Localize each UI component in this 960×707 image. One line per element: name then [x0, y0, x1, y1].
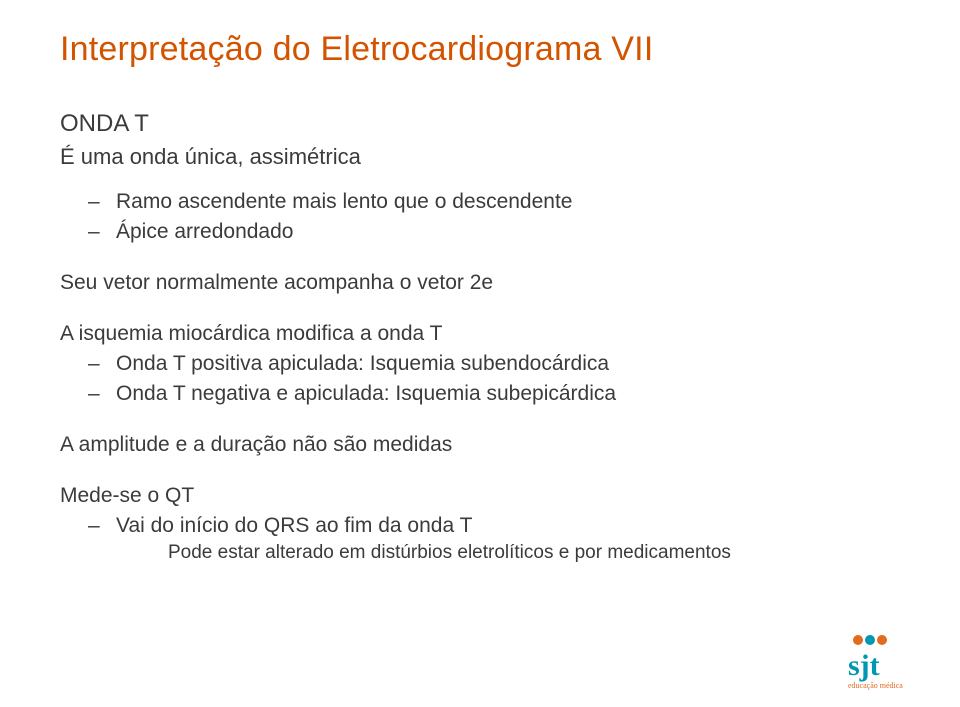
slide-title: Interpretação do Eletrocardiograma VII: [60, 30, 900, 69]
logo-tagline: educação médica: [848, 681, 903, 690]
logo-text: sjt: [848, 649, 880, 682]
slide-body: ONDA T É uma onda única, assimétrica Ram…: [60, 107, 900, 565]
paragraph: A amplitude e a duração não são medidas: [60, 431, 900, 460]
logo: sjt educação médica: [844, 633, 932, 693]
list-item: Ramo ascendente mais lento que o descend…: [88, 188, 900, 217]
paragraph: Mede-se o QT: [60, 482, 900, 511]
section-sub: É uma onda única, assimétrica: [60, 142, 900, 172]
slide: Interpretação do Eletrocardiograma VII O…: [0, 0, 960, 707]
list-item: Onda T negativa e apiculada: Isquemia su…: [88, 380, 900, 409]
logo-icon: sjt educação médica: [844, 633, 932, 693]
bullet-list-1: Ramo ascendente mais lento que o descend…: [60, 188, 900, 247]
section-heading: ONDA T: [60, 107, 900, 140]
bullet-list-2: Onda T positiva apiculada: Isquemia sube…: [60, 350, 900, 409]
bullet-list-3: Vai do início do QRS ao fim da onda T: [60, 512, 900, 541]
list-item: Ápice arredondado: [88, 218, 900, 247]
note-text: Pode estar alterado em distúrbios eletro…: [168, 542, 900, 565]
list-item: Onda T positiva apiculada: Isquemia sube…: [88, 350, 900, 379]
paragraph: A isquemia miocárdica modifica a onda T: [60, 320, 900, 349]
list-item: Vai do início do QRS ao fim da onda T: [88, 512, 900, 541]
paragraph: Seu vetor normalmente acompanha o vetor …: [60, 269, 900, 298]
